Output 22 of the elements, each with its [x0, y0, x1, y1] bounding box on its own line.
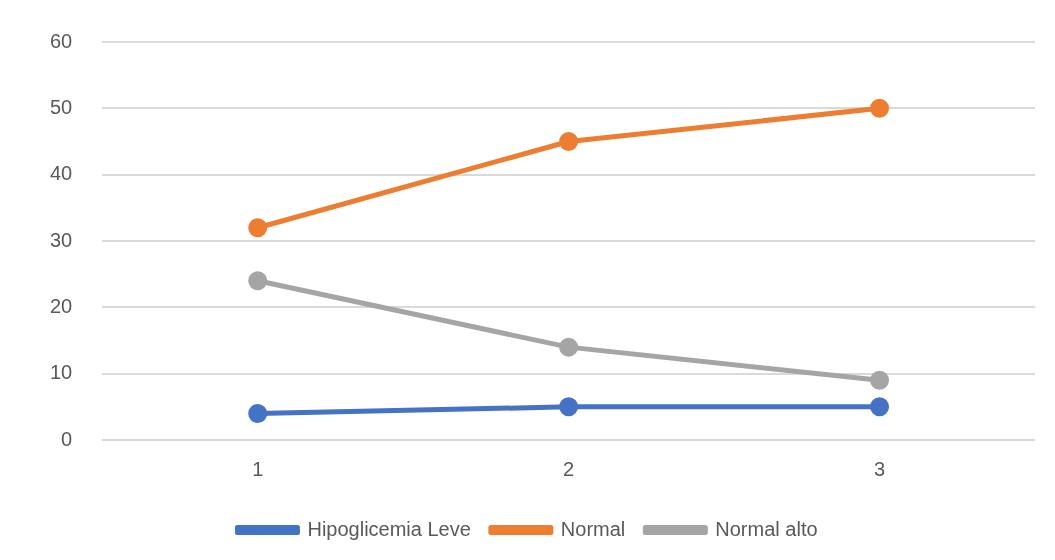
y-tick-label: 60	[50, 29, 73, 52]
point	[248, 403, 268, 423]
point	[248, 218, 268, 238]
y-tick-label: 10	[50, 361, 73, 384]
x-tick-label: 3	[873, 457, 886, 480]
point	[870, 98, 890, 118]
y-tick-label: 20	[50, 294, 73, 317]
y-tick-label: 50	[50, 95, 73, 118]
y-tick-label: 0	[61, 427, 73, 450]
point	[559, 397, 579, 417]
legend-label: Normal	[560, 517, 626, 540]
y-tick-label: 40	[50, 162, 73, 185]
legend-label: Normal alto	[715, 517, 818, 540]
y-tick-label: 30	[50, 228, 73, 251]
point	[559, 337, 579, 357]
point	[559, 132, 579, 151]
point	[870, 370, 890, 390]
point	[248, 271, 268, 291]
x-tick-label: 2	[563, 457, 575, 480]
legend-label: Hipoglicemia Leve	[307, 517, 471, 540]
x-tick-label: 1	[252, 457, 264, 480]
point	[870, 397, 890, 417]
